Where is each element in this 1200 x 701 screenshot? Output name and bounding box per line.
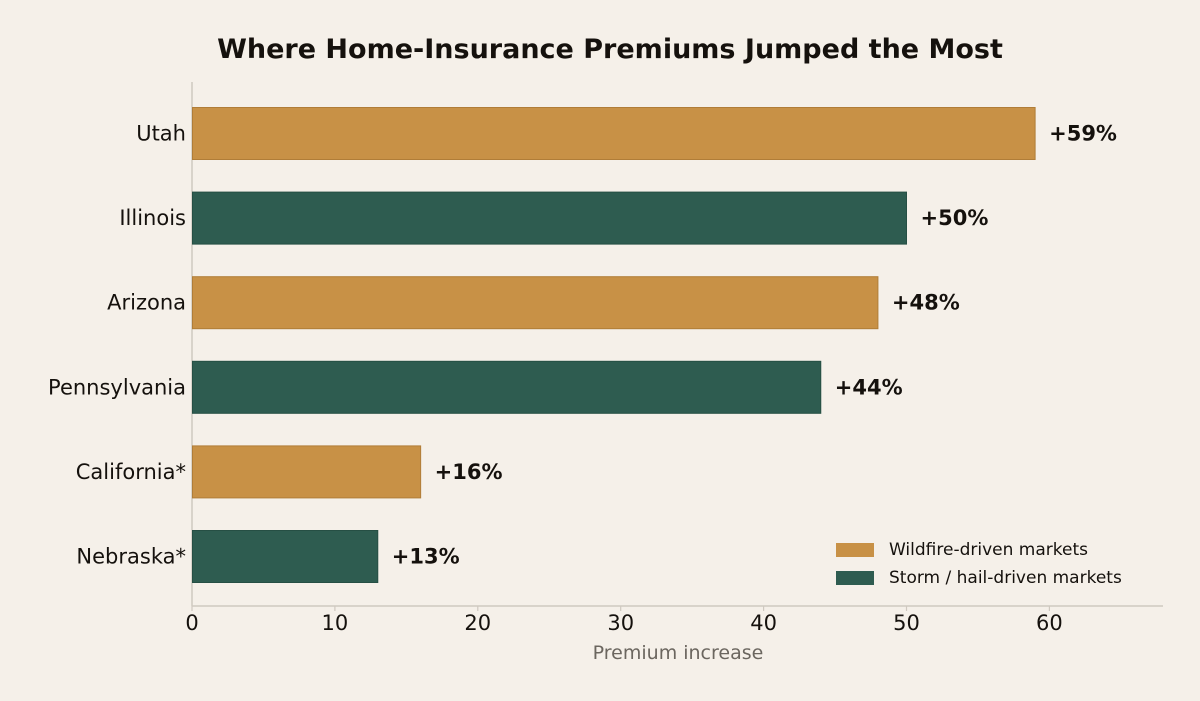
legend-label-wildfire: Wildfire-driven markets bbox=[889, 540, 1088, 560]
chart-title: Where Home-Insurance Premiums Jumped the… bbox=[217, 34, 1003, 65]
category-label-pennsylvania: Pennsylvania bbox=[48, 375, 186, 399]
bar-arizona bbox=[192, 276, 879, 330]
legend: Wildfire-driven markets Storm / hail-driv… bbox=[836, 540, 1122, 588]
value-label-utah: +59% bbox=[1049, 122, 1117, 146]
x-tick-label-60: 60 bbox=[1036, 611, 1063, 635]
x-tick-label-10: 10 bbox=[322, 611, 349, 635]
x-tick-label-40: 40 bbox=[750, 611, 777, 635]
value-label-nebraska: +13% bbox=[392, 545, 460, 569]
x-tick-label-50: 50 bbox=[893, 611, 920, 635]
bar-utah bbox=[192, 107, 1036, 160]
x-tick-label-0: 0 bbox=[185, 611, 198, 635]
x-ticks: 0 10 20 30 40 50 60 bbox=[185, 606, 1063, 635]
bar-california bbox=[192, 445, 422, 499]
x-tick-label-20: 20 bbox=[464, 611, 491, 635]
category-label-california: California* bbox=[76, 460, 186, 484]
value-label-pennsylvania: +44% bbox=[835, 375, 903, 399]
value-label-illinois: +50% bbox=[921, 206, 989, 230]
category-label-arizona: Arizona bbox=[107, 291, 186, 315]
x-tick-label-30: 30 bbox=[607, 611, 634, 635]
category-label-nebraska: Nebraska* bbox=[76, 545, 186, 569]
x-axis-title: Premium increase bbox=[593, 642, 764, 664]
bar-nebraska bbox=[192, 530, 379, 583]
bar-pennsylvania bbox=[192, 360, 822, 414]
legend-swatch-wildfire bbox=[836, 543, 874, 557]
value-label-california: +16% bbox=[435, 460, 503, 484]
category-label-illinois: Illinois bbox=[119, 206, 186, 230]
legend-label-storm: Storm / hail-driven markets bbox=[889, 568, 1122, 588]
category-label-utah: Utah bbox=[136, 122, 186, 146]
bars-layer: Utah +59% Illinois +50% Arizona +48% Pennsylva… bbox=[48, 107, 1117, 583]
value-label-arizona: +48% bbox=[892, 291, 960, 315]
legend-swatch-storm bbox=[836, 571, 874, 585]
bar-illinois bbox=[192, 191, 907, 245]
